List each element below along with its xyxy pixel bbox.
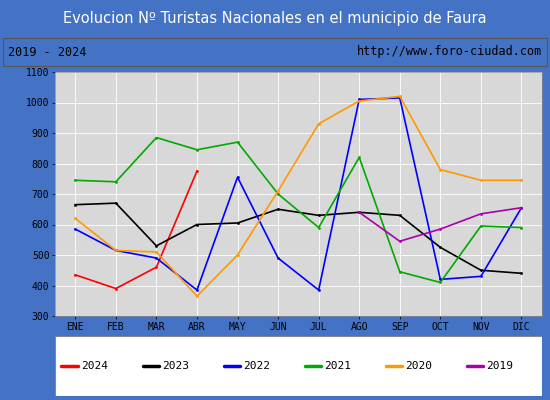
Text: 2021: 2021 [324, 361, 351, 371]
Text: 2019 - 2024: 2019 - 2024 [8, 46, 87, 58]
Text: 2024: 2024 [81, 361, 108, 371]
Text: 2022: 2022 [243, 361, 270, 371]
Text: Evolucion Nº Turistas Nacionales en el municipio de Faura: Evolucion Nº Turistas Nacionales en el m… [63, 10, 487, 26]
Text: http://www.foro-ciudad.com: http://www.foro-ciudad.com [356, 46, 542, 58]
Text: 2023: 2023 [162, 361, 189, 371]
Text: 2019: 2019 [487, 361, 514, 371]
Text: 2020: 2020 [405, 361, 432, 371]
